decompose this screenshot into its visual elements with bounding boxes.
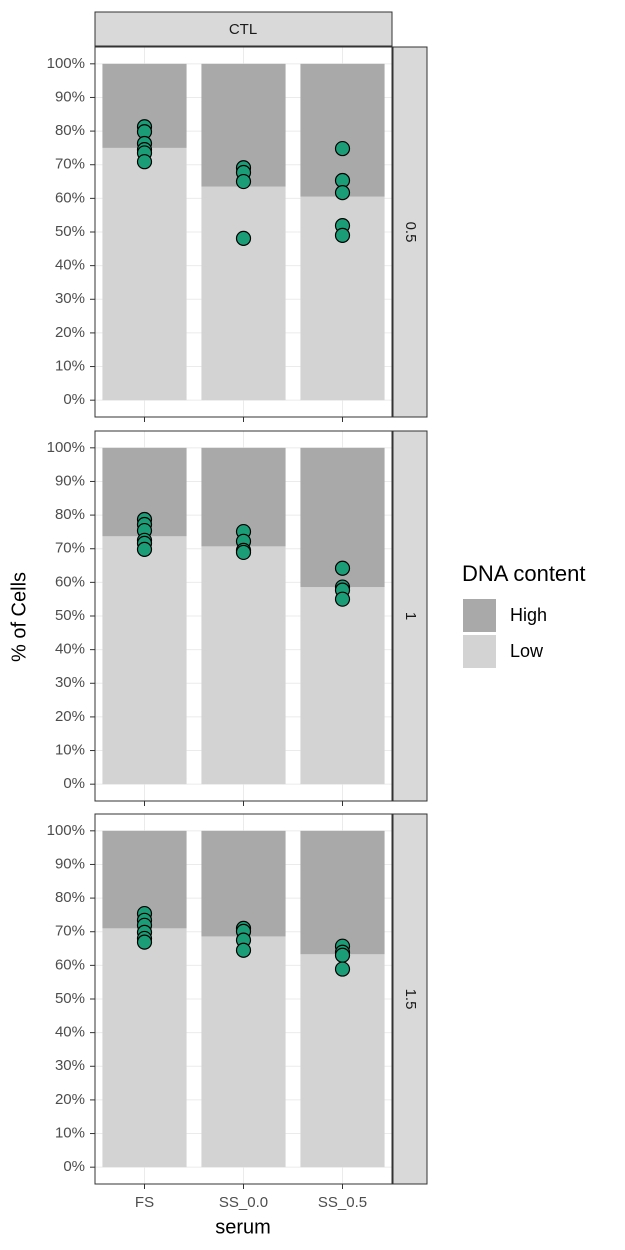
legend-key — [463, 635, 496, 668]
legend-title: DNA content — [462, 561, 586, 586]
data-point — [334, 591, 351, 607]
y-tick-label: 30% — [55, 674, 85, 691]
row-strip — [392, 46, 428, 418]
y-tick-label: 10% — [55, 358, 85, 375]
y-tick-label: 10% — [55, 1125, 85, 1142]
row-strip — [392, 430, 428, 802]
y-tick-label: 90% — [55, 472, 85, 489]
row-strip — [392, 813, 428, 1185]
bar-segment — [102, 928, 187, 1168]
y-tick-label: 30% — [55, 1057, 85, 1074]
y-tick-label: 100% — [47, 822, 85, 839]
legend-label: High — [510, 605, 547, 625]
y-tick-label: 80% — [55, 506, 85, 523]
y-tick-label: 30% — [55, 290, 85, 307]
row-strip-label: 1 — [402, 612, 419, 620]
y-tick-label: 50% — [55, 223, 85, 240]
y-tick-label: 40% — [55, 641, 85, 658]
bar-segment — [201, 936, 286, 1168]
y-tick-label: 90% — [55, 88, 85, 105]
panel-border — [94, 430, 393, 802]
y-tick-label: 60% — [55, 189, 85, 206]
y-tick-label: 100% — [47, 439, 85, 456]
y-tick-label: 100% — [47, 55, 85, 72]
y-tick-label: 10% — [55, 742, 85, 759]
data-point — [334, 961, 351, 977]
column-strip — [94, 11, 393, 47]
bar-segment — [300, 587, 385, 785]
y-tick-label: 80% — [55, 122, 85, 139]
y-tick-label: 40% — [55, 1024, 85, 1041]
data-point — [235, 173, 252, 190]
data-point — [136, 154, 153, 170]
bar-segment — [201, 546, 286, 785]
data-point — [334, 185, 351, 201]
y-tick-label: 50% — [55, 607, 85, 624]
y-tick-label: 0% — [63, 1158, 85, 1175]
legend-label: Low — [510, 641, 544, 661]
data-point — [235, 230, 252, 246]
bar-segment — [201, 186, 286, 401]
data-point — [136, 541, 153, 558]
x-tick-label: FS — [135, 1194, 154, 1211]
panel-border — [94, 46, 393, 418]
bar-segment — [102, 147, 187, 401]
panel-border — [94, 813, 393, 1185]
bar-segment — [102, 536, 187, 785]
y-tick-label: 40% — [55, 257, 85, 274]
y-tick-label: 70% — [55, 156, 85, 173]
y-tick-label: 70% — [55, 540, 85, 557]
y-tick-label: 0% — [63, 775, 85, 792]
data-point — [334, 560, 351, 576]
y-tick-label: 80% — [55, 889, 85, 906]
data-point — [235, 544, 252, 561]
x-axis-title: serum — [215, 1216, 271, 1238]
x-tick-label: SS_0.5 — [318, 1194, 367, 1211]
y-axis-title: % of Cells — [8, 572, 30, 662]
legend-key — [463, 599, 496, 632]
y-tick-label: 20% — [55, 1091, 85, 1108]
x-tick-label: SS_0.0 — [219, 1194, 268, 1211]
column-strip-label: CTL — [229, 21, 257, 38]
row-strip-label: 1.5 — [402, 989, 419, 1010]
y-tick-label: 70% — [55, 923, 85, 940]
y-tick-label: 0% — [63, 391, 85, 408]
y-tick-label: 20% — [55, 324, 85, 341]
row-strip-label: 0.5 — [402, 222, 419, 243]
bar-segment — [300, 830, 385, 955]
bar-segment — [201, 830, 286, 937]
y-tick-label: 20% — [55, 708, 85, 725]
y-tick-label: 60% — [55, 956, 85, 973]
data-point — [334, 947, 351, 963]
y-tick-label: 90% — [55, 855, 85, 872]
data-point — [334, 227, 351, 243]
y-tick-label: 50% — [55, 990, 85, 1007]
bar-segment — [300, 954, 385, 1168]
data-point — [334, 140, 351, 157]
y-tick-label: 60% — [55, 573, 85, 590]
data-point — [136, 934, 153, 950]
data-point — [235, 942, 252, 958]
